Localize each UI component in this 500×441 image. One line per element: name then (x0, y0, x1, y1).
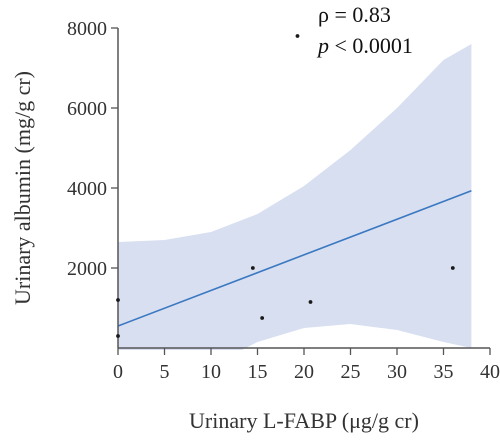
x-tick-label: 15 (248, 361, 268, 383)
p-symbol: p (316, 33, 329, 58)
x-tick-label: 5 (160, 361, 170, 383)
p-value-annotation: p < 0.0001 (316, 33, 413, 58)
data-point (295, 34, 300, 38)
x-tick-label: 10 (201, 361, 221, 383)
regression-line (118, 190, 472, 327)
data-point (450, 266, 455, 270)
data-point (116, 298, 120, 302)
x-tick-label: 40 (480, 361, 500, 383)
data-point (308, 300, 313, 304)
y-axis-title: Urinary albumin (mg/g cr) (10, 71, 35, 305)
y-tick-label: 6000 (67, 98, 107, 120)
x-tick-label: 20 (294, 361, 314, 383)
rho-annotation: ρ = 0.83 (318, 2, 391, 27)
p-value-text: < 0.0001 (329, 33, 413, 58)
confidence-band (118, 44, 472, 350)
data-point (260, 316, 265, 320)
x-tick-label: 0 (113, 361, 123, 383)
x-tick-label: 30 (387, 361, 407, 383)
data-point (250, 266, 255, 270)
x-tick-label: 25 (341, 361, 361, 383)
y-tick-label: 4000 (67, 178, 107, 200)
x-axis-title: Urinary L-FABP (μg/g cr) (189, 408, 419, 433)
y-tick-label: 8000 (67, 18, 107, 40)
data-point (116, 334, 120, 338)
x-tick-label: 35 (434, 361, 454, 383)
y-tick-label: 2000 (67, 258, 107, 280)
